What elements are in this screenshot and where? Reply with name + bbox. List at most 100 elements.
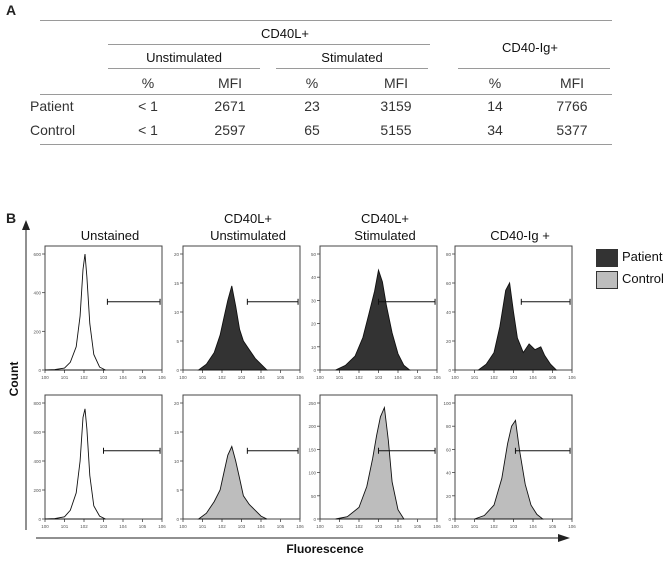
hist-control-3-curve [335, 405, 405, 520]
row-patient-stim-pct: 23 [304, 98, 320, 114]
hist-control-4-xtick-label: 105 [549, 524, 557, 529]
hist-control-2-xtick-label: 106 [296, 524, 304, 529]
hist-patient-2-ytick-label: 10 [174, 310, 180, 315]
hist-control-4-ytick-label: 100 [443, 401, 451, 406]
hist-patient-4-curve [477, 281, 558, 371]
row-control-unstim-pct: < 1 [138, 122, 158, 138]
hist-control-2-xtick-label: 104 [257, 524, 265, 529]
hist-patient-4-xtick-label: 100 [451, 375, 459, 380]
hist-control-3-xtick-label: 106 [433, 524, 441, 529]
hist-control-4-ytick-label: 0 [448, 517, 451, 522]
hist-patient-2-curve [197, 285, 268, 371]
hist-control-1-xtick-label: 103 [100, 524, 108, 529]
hist-patient-1-xtick-label: 105 [139, 375, 147, 380]
header-cd40ig: CD40-Ig+ [502, 40, 558, 55]
hist-control-2-xtick-label: 102 [218, 524, 226, 529]
subheader-rule [40, 94, 612, 95]
hist-control-3-ytick-label: 200 [308, 424, 316, 429]
hist-patient-1-curve [44, 253, 106, 371]
subheader-stim-mfi: MFI [383, 75, 409, 91]
hist-patient-4-xtick-label: 102 [490, 375, 498, 380]
hist-control-2-curve [197, 445, 268, 520]
hist-patient-3-ytick-label: 40 [311, 275, 317, 280]
row-patient-cd40ig-pct: 14 [487, 98, 503, 114]
hist-control-3-ytick-label: 250 [308, 401, 316, 406]
table-bottom-rule [40, 144, 612, 145]
row-patient-stim-mfi: 3159 [380, 98, 412, 114]
header-unstimulated: Unstimulated [146, 50, 222, 65]
legend-swatch-patient [596, 249, 618, 267]
hist-patient-2-xtick-label: 104 [257, 375, 265, 380]
row-control-cd40ig-pct: 34 [487, 122, 503, 138]
hist-patient-4-xtick-label: 103 [510, 375, 518, 380]
hist-control-4-xtick-label: 101 [471, 524, 479, 529]
hist-patient-2-ytick-label: 5 [176, 339, 179, 344]
hist-patient-3-xtick-label: 103 [375, 375, 383, 380]
col-title-3-line2: Stimulated [354, 228, 416, 243]
hist-control-3-xtick-label: 101 [336, 524, 344, 529]
row-control-cd40ig-mfi: 5377 [556, 122, 588, 138]
y-axis-label: Count [7, 361, 21, 397]
hist-patient-4-ytick-label: 60 [446, 281, 452, 286]
hist-patient-4-ytick-label: 40 [446, 310, 452, 315]
hist-control-4-ytick-label: 60 [446, 447, 452, 452]
legend-label-control: Control [622, 271, 664, 286]
hist-control-4-xtick-label: 103 [510, 524, 518, 529]
hist-control-2-xtick-label: 103 [238, 524, 246, 529]
hist-control-1-xtick-label: 106 [158, 524, 166, 529]
hist-patient-4-xtick-label: 106 [568, 375, 576, 380]
row-control-stim-mfi: 5155 [380, 122, 412, 138]
hist-control-1-xtick-label: 102 [80, 524, 88, 529]
hist-patient-3-ytick-label: 0 [313, 368, 316, 373]
hist-patient-1-frame [44, 245, 163, 371]
row-control-stim-pct: 65 [304, 122, 320, 138]
hist-patient-4-xtick-label: 105 [549, 375, 557, 380]
panel-b-label: B [6, 210, 17, 226]
hist-control-4-xtick-label: 100 [451, 524, 459, 529]
hist-control-3-ytick-label: 50 [311, 494, 317, 499]
hist-patient-1-xtick-label: 100 [41, 375, 49, 380]
hist-patient-2-ytick-label: 0 [176, 368, 179, 373]
hist-control-1-curve [44, 408, 106, 520]
hist-control-2-ytick-label: 5 [176, 488, 179, 493]
hist-patient-2-xtick-label: 105 [277, 375, 285, 380]
hist-control-4-ytick-label: 40 [446, 471, 452, 476]
legend-label-patient: Patient [622, 249, 663, 264]
cd40ig-underline [458, 68, 610, 69]
hist-control-2-ytick-label: 10 [174, 459, 180, 464]
hist-control-3-xtick-label: 100 [316, 524, 324, 529]
subheader-stim-pct: % [305, 75, 319, 91]
hist-patient-2-ytick-label: 15 [174, 281, 180, 286]
hist-control-4-xtick-label: 102 [490, 524, 498, 529]
subheader-cd40ig-mfi: MFI [559, 75, 585, 91]
hist-patient-3-xtick-label: 102 [355, 375, 363, 380]
row-patient-name: Patient [30, 98, 74, 114]
subheader-unstim-mfi: MFI [217, 75, 243, 91]
hist-control-3-ytick-label: 100 [308, 471, 316, 476]
stim-underline [276, 68, 428, 69]
hist-control-4-xtick-label: 104 [529, 524, 537, 529]
hist-patient-3-xtick-label: 101 [336, 375, 344, 380]
hist-control-2-ytick-label: 15 [174, 430, 180, 435]
row-control-name: Control [30, 122, 76, 138]
hist-control-1-ytick-label: 200 [33, 488, 41, 493]
hist-patient-1-xtick-label: 104 [119, 375, 127, 380]
subheader-cd40ig-pct: % [488, 75, 502, 91]
hist-patient-1-ytick-label: 200 [33, 329, 41, 334]
hist-patient-2-ytick-label: 20 [174, 252, 180, 257]
hist-patient-2-xtick-label: 101 [199, 375, 207, 380]
header-cd40l: CD40L+ [260, 26, 310, 41]
hist-control-3-xtick-label: 103 [375, 524, 383, 529]
hist-control-1-ytick-label: 600 [33, 430, 41, 435]
hist-patient-4-xtick-label: 101 [471, 375, 479, 380]
hist-control-2-xtick-label: 105 [277, 524, 285, 529]
hist-patient-3-xtick-label: 104 [394, 375, 402, 380]
hist-control-4-xtick-label: 106 [568, 524, 576, 529]
hist-control-4-ytick-label: 80 [446, 424, 452, 429]
hist-control-1-xtick-label: 104 [119, 524, 127, 529]
hist-patient-1-xtick-label: 101 [61, 375, 69, 380]
hist-control-2-xtick-label: 100 [179, 524, 187, 529]
col-title-2-line2: Unstimulated [210, 228, 286, 243]
hist-patient-4-ytick-label: 80 [446, 252, 452, 257]
